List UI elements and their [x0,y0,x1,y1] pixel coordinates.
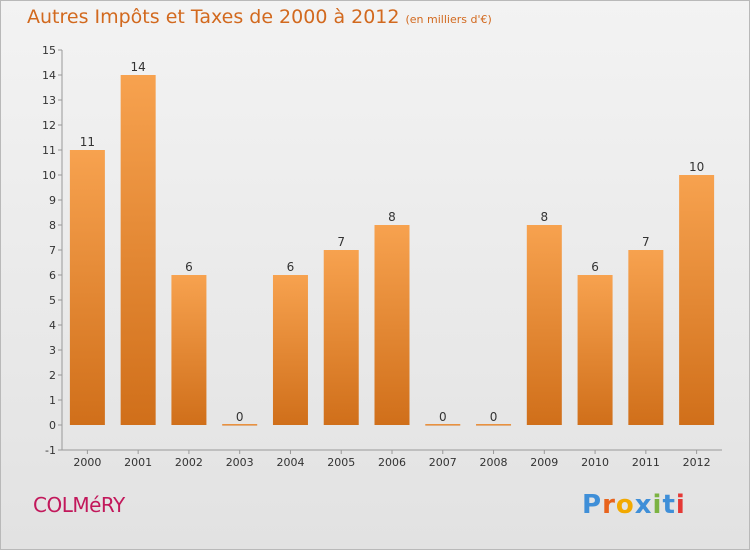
y-tick-label: 7 [49,244,56,257]
logo-letter: P [582,490,603,520]
logo-letter: i [675,490,686,520]
y-tick-label: 13 [42,94,56,107]
data-label-2010: 6 [591,260,599,274]
data-label-2008: 0 [490,410,498,424]
data-label-2000: 11 [80,135,95,149]
y-tick-label: 15 [42,44,56,57]
x-tick-label-2000: 2000 [73,456,101,469]
bar-2011 [628,250,664,425]
logo-letter: o [615,490,635,520]
bar-2001 [120,75,156,425]
x-tick-label-2001: 2001 [124,456,152,469]
commune-name: COLMéRY [33,493,125,517]
bar-2008 [476,424,512,426]
chart-bars: 11 14 6 0 6 7 8 0 0 8 6 7 10 [69,60,715,426]
data-label-2012: 10 [689,160,704,174]
y-tick-label: 10 [42,169,56,182]
data-label-2011: 7 [642,235,650,249]
data-label-2005: 7 [337,235,345,249]
chart-title-text: Autres Impôts et Taxes de 2000 à 2012 [27,6,400,28]
bar-2012 [679,175,715,425]
x-tick-label-2011: 2011 [632,456,660,469]
x-tick-label-2005: 2005 [327,456,355,469]
y-tick-label: 4 [49,319,56,332]
data-label-2002: 6 [185,260,193,274]
bar-2000 [69,150,105,425]
y-tick-label: 8 [49,219,56,232]
data-label-2003: 0 [236,410,244,424]
bar-2007 [425,424,461,426]
logo-letter: x [634,490,653,520]
data-label-2007: 0 [439,410,447,424]
y-tick-label: 12 [42,119,56,132]
x-tick-label-2010: 2010 [581,456,609,469]
chart-title: Autres Impôts et Taxes de 2000 à 2012 (en… [27,6,492,28]
data-label-2004: 6 [287,260,295,274]
y-tick-label: 6 [49,269,56,282]
y-tick-label: 5 [49,294,56,307]
x-tick-label-2009: 2009 [530,456,558,469]
x-tick-label-2012: 2012 [683,456,711,469]
x-tick-label-2002: 2002 [175,456,203,469]
bar-2005 [323,250,359,425]
y-tick-label: 2 [49,369,56,382]
x-tick-label-2006: 2006 [378,456,406,469]
y-tick-label: 0 [49,419,56,432]
x-tick-label-2007: 2007 [429,456,457,469]
bar-2006 [374,225,410,425]
logo-letter: r [602,490,616,520]
y-tick-label: 14 [42,69,56,82]
y-tick-label: 1 [49,394,56,407]
data-label-2009: 8 [540,210,548,224]
data-label-2001: 14 [131,60,146,74]
y-tick-label: -1 [45,444,56,457]
y-tick-label: 3 [49,344,56,357]
bar-2009 [526,225,562,425]
bar-2004 [272,275,308,425]
proxiti-logo: Proxiti [582,490,686,520]
logo-letter: i [652,490,663,520]
chart-unit: (en milliers d'€) [405,13,492,26]
logo-letter: t [662,490,676,520]
x-tick-label-2008: 2008 [480,456,508,469]
bar-2002 [171,275,207,425]
bar-2003 [222,424,258,426]
bar-2010 [577,275,613,425]
y-tick-label: 11 [42,144,56,157]
x-tick-label-2004: 2004 [276,456,304,469]
data-label-2006: 8 [388,210,396,224]
x-tick-label-2003: 2003 [226,456,254,469]
y-tick-label: 9 [49,194,56,207]
